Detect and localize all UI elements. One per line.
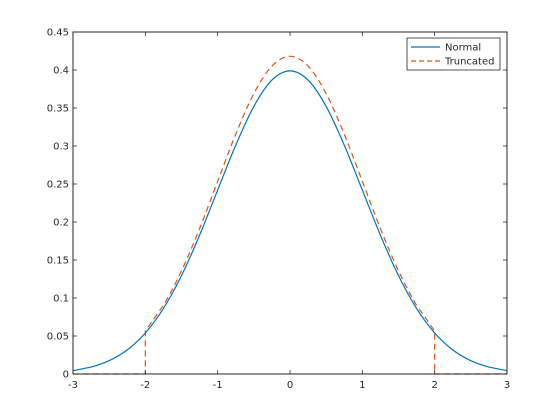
x-tick-label: 0 [287,380,293,391]
y-tick-label: 0.4 [53,66,69,77]
y-tick-label: 0 [63,370,69,381]
legend-label-truncated: Truncated [444,57,494,68]
y-tick-label: 0.2 [53,218,69,229]
y-tick-label: 0.15 [47,256,69,267]
x-tick-label: 1 [359,380,365,391]
x-tick-label: -1 [213,380,223,391]
x-tick-label: -2 [140,380,150,391]
axes-layer: -3 -2 -1 0 1 2 3 0 0.05 0.1 0.15 0.2 0.25 0.3 0.35 0.4 0… [47,28,510,392]
y-tick-label: 0.05 [47,332,69,343]
y-tick-label: 0.25 [47,180,69,191]
y-tick-label: 0.45 [47,28,69,39]
legend-label-normal: Normal [445,43,481,54]
y-tick-label: 0.1 [53,294,69,305]
legend: Normal Truncated [406,37,501,71]
plot-frame [72,31,508,375]
x-tick-label: 2 [431,380,437,391]
series-layer [72,55,508,375]
series-line-normal [72,70,508,372]
legend-box [406,37,501,71]
y-tick-label: 0.35 [47,104,69,115]
x-tick-label: 3 [504,380,510,391]
series-line-truncated [73,55,507,375]
y-tick-label: 0.3 [53,142,69,153]
x-tick-label: -3 [68,380,78,391]
plot-area [73,32,507,374]
